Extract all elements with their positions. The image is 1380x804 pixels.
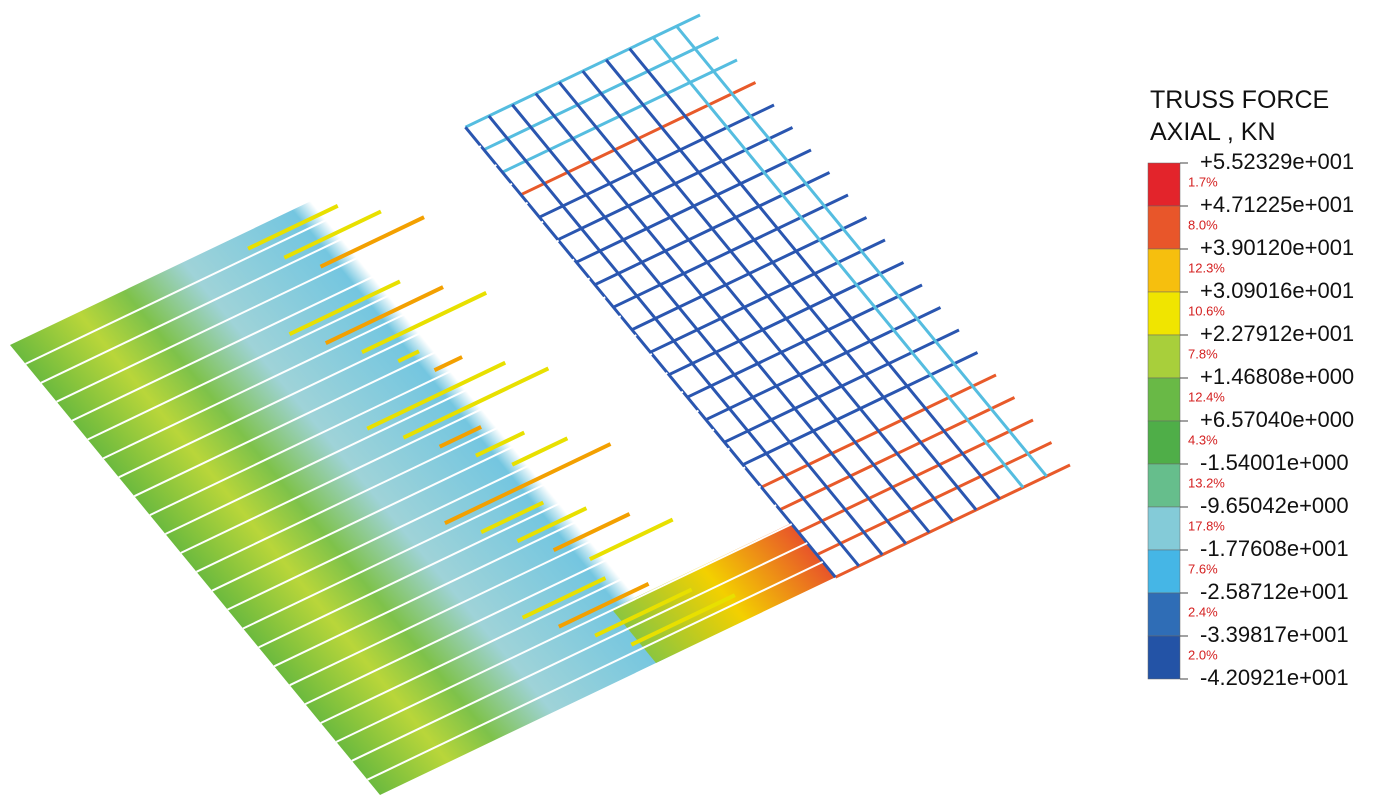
strip-gap (196, 354, 651, 572)
color-band (1147, 420, 1181, 465)
percent-label: 7.6% (1188, 561, 1218, 576)
strip-gap (41, 165, 496, 383)
mesh-line (583, 71, 953, 521)
color-band (1147, 162, 1181, 207)
strip-stress (476, 433, 524, 456)
strip-stress (434, 357, 462, 370)
strip-gap (88, 222, 543, 440)
strip-gap (119, 260, 574, 478)
percent-label: 13.2% (1188, 475, 1225, 490)
mesh-model (10, 15, 1070, 795)
level-label: -3.39817e+001 (1200, 622, 1349, 647)
color-band (1147, 248, 1181, 293)
level-label: +2.27912e+001 (1200, 321, 1354, 346)
mesh-line (536, 94, 906, 544)
strip-stress (517, 508, 586, 541)
strip-gap (165, 316, 620, 534)
strip-stress (590, 520, 673, 560)
strip-gap (352, 543, 807, 761)
legend: +5.52329e+001 +4.71225e+001 +3.90120e+001 +… (1128, 149, 1358, 705)
strip-stress (398, 351, 419, 361)
strip-stress (445, 444, 611, 523)
level-label: +3.90120e+001 (1200, 235, 1354, 260)
color-band (1147, 592, 1181, 637)
level-label: -1.77608e+001 (1200, 536, 1349, 561)
strip-gap (72, 203, 527, 421)
strip-stress (362, 293, 486, 352)
strip-stress (326, 287, 443, 343)
strip-gap (134, 278, 589, 496)
strip-gap (103, 241, 558, 459)
strip-stress (523, 578, 606, 618)
strip-gap (228, 392, 683, 610)
color-band (1147, 377, 1181, 422)
strip-stress (290, 281, 400, 334)
level-label: +4.71225e+001 (1200, 192, 1354, 217)
mesh-line (606, 60, 976, 510)
color-band (1147, 635, 1181, 680)
strip-stress (512, 438, 567, 464)
strip-gap (212, 373, 667, 591)
percent-label: 4.3% (1188, 432, 1218, 447)
percent-label: 8.0% (1188, 217, 1218, 232)
strip-gap (57, 184, 512, 402)
mesh-line (630, 49, 1000, 499)
level-label: -9.65042e+000 (1200, 493, 1349, 518)
mesh-line (559, 82, 929, 532)
mesh-line (653, 37, 1023, 487)
strip-stress (554, 514, 630, 550)
percent-label: 2.0% (1188, 647, 1218, 662)
strip-gap (243, 411, 698, 629)
strip-gap (181, 335, 636, 553)
level-label: -4.20921e+001 (1200, 665, 1349, 690)
legend-title: AXIAL , KN (1150, 118, 1276, 146)
mesh-line (677, 26, 1047, 476)
percent-label: 1.7% (1188, 174, 1218, 189)
mesh-line (512, 105, 882, 555)
strip-gap (336, 524, 791, 742)
color-band (1147, 463, 1181, 508)
strip-stress (481, 503, 543, 533)
strip-stress (559, 584, 649, 627)
percent-label: 17.8% (1188, 518, 1225, 533)
strip-gap (259, 430, 714, 648)
mesh-line (489, 116, 859, 566)
strip-gap (274, 449, 729, 667)
strip-gap (305, 486, 760, 704)
strip-stress (403, 368, 548, 437)
wireframe (465, 15, 1070, 577)
color-band (1147, 549, 1181, 594)
color-band (1147, 334, 1181, 379)
percent-label: 10.6% (1188, 303, 1225, 318)
level-label: +1.46808e+000 (1200, 364, 1354, 389)
strip-stress (284, 212, 381, 258)
legend-title-box (1128, 75, 1358, 160)
strip-gap (26, 146, 481, 364)
strip-gap (290, 467, 745, 685)
color-band (1147, 291, 1181, 336)
level-label: +3.09016e+001 (1200, 278, 1354, 303)
strips (20, 140, 822, 780)
strip-gap (321, 505, 776, 723)
color-band (1147, 205, 1181, 250)
percent-label: 12.4% (1188, 389, 1225, 404)
percent-label: 7.8% (1188, 346, 1218, 361)
strip-stress (440, 427, 481, 447)
color-band (1147, 506, 1181, 551)
strip-stress (321, 217, 425, 267)
strip-stress (248, 206, 338, 249)
level-label: -1.54001e+000 (1200, 450, 1349, 475)
strip-gap (150, 297, 605, 515)
level-label: +6.57040e+000 (1200, 407, 1354, 432)
level-label: +5.52329e+001 (1200, 149, 1354, 174)
strip-stress (631, 595, 735, 645)
strip-stress (367, 363, 505, 429)
legend-title: TRUSS FORCE (1150, 86, 1329, 114)
strip-gap (367, 562, 822, 780)
strip-stress (595, 590, 692, 636)
level-label: -2.58712e+001 (1200, 579, 1349, 604)
percent-label: 12.3% (1188, 260, 1225, 275)
percent-label: 2.4% (1188, 604, 1218, 619)
